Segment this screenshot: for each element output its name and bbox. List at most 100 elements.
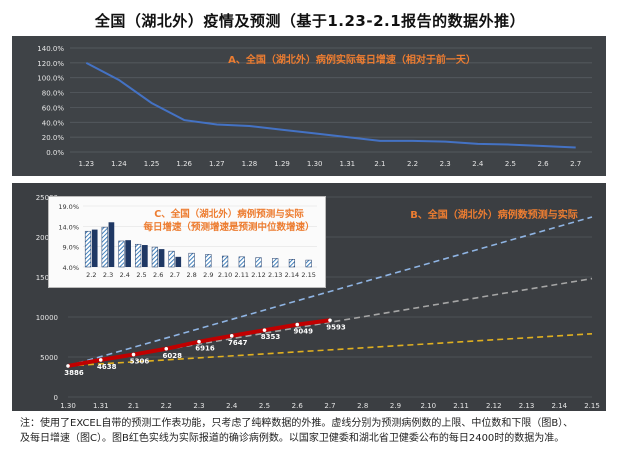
chart-b-actual-point xyxy=(98,358,103,362)
chart-c-forecast-bar xyxy=(101,226,108,268)
chart-b-actual-point xyxy=(229,334,234,338)
chart-b-xtick: 2.13 xyxy=(519,402,535,410)
page-title: 全国（湖北外）疫情及预测（基于1.23-2.1报告的数据外推） xyxy=(94,12,526,30)
chart-c-actual-bar xyxy=(108,222,115,267)
chart-c-xtick: 2.4 xyxy=(120,271,130,279)
chart-a-ytick: 40.0% xyxy=(42,119,65,127)
chart-c-xtick: 2.8 xyxy=(186,271,196,279)
chart-c-actual-bar xyxy=(175,256,182,267)
chart-c-xtick: 2.7 xyxy=(170,271,180,279)
chart-b-actual-point xyxy=(262,328,267,332)
chart-a-ytick: 100.0% xyxy=(37,75,64,83)
chart-a-xtick: 1.23 xyxy=(79,160,95,168)
chart-c-svg: 4.0% 9.0% 14.0% 19.0% 2.2 2.3 2.4 2.5 2.6 2.7 2.8 2… xyxy=(58,203,317,279)
chart-b-actual-point xyxy=(164,346,169,351)
footnote-line-1: 注：使用了EXCEL自带的预测工作表功能，只考虑了纯粹数据的外推。虚线分别为预测… xyxy=(20,418,574,429)
chart-a-ytick: 60.0% xyxy=(42,104,65,112)
chart-c-forecast-bar xyxy=(151,246,158,268)
chart-b-xtick: 2.9 xyxy=(390,402,401,410)
chart-b-data-label: 6028 xyxy=(163,352,183,360)
chart-c-actual-bar xyxy=(158,249,165,267)
chart-a-ytick: 0.0% xyxy=(46,149,64,157)
chart-c-forecast-bar xyxy=(188,252,195,268)
chart-b-data-label: 5306 xyxy=(130,358,150,366)
footnote: 注：使用了EXCEL自带的预测工作表功能，只考虑了纯粹数据的外推。虚线分别为预测… xyxy=(20,416,610,446)
chart-c-actual-bar xyxy=(142,245,148,267)
chart-b-data-label: 4638 xyxy=(97,363,117,371)
chart-a-ytick: 20.0% xyxy=(42,134,65,142)
chart-a-svg: 0.0% 20.0% 40.0% 60.0% 80.0% 100.0% 120.0% 140.… xyxy=(37,45,592,168)
chart-c-forecast-bar xyxy=(118,240,125,268)
chart-c-forecast-bar xyxy=(288,259,296,268)
chart-b-ytick: 15000 xyxy=(36,274,58,282)
chart-b-xtick: 2.3 xyxy=(193,402,204,410)
chart-c-forecast-bar xyxy=(255,257,262,268)
chart-b-ytick: 10000 xyxy=(36,314,58,322)
chart-a-xtick: 1.24 xyxy=(111,160,127,168)
chart-b-xtick: 2.10 xyxy=(420,402,436,410)
chart-b-xtick: 2.15 xyxy=(584,402,600,410)
chart-a-xtick: 1.30 xyxy=(307,160,323,168)
chart-b-actual-point xyxy=(328,318,332,323)
chart-a-ytick: 80.0% xyxy=(42,90,65,98)
chart-c-ytick: 4.0% xyxy=(62,264,79,272)
chart-b-xtick: 1.30 xyxy=(60,402,76,410)
chart-a-xtick: 2.1 xyxy=(374,160,385,168)
chart-c-actual-bar xyxy=(91,229,98,267)
chart-a-xtick: 1.28 xyxy=(242,160,258,168)
chart-b-xtick: 2.5 xyxy=(259,402,270,410)
chart-c-forecast-bar xyxy=(272,258,279,268)
chart-a-xtick: 2.2 xyxy=(407,160,418,168)
chart-c-forecast-bar xyxy=(135,243,142,268)
chart-b-actual-point xyxy=(295,322,300,327)
chart-b-data-label: 7647 xyxy=(228,339,248,347)
chart-b-ytick: 0 xyxy=(54,394,58,402)
chart-b-data-label: 8353 xyxy=(261,333,281,341)
chart-c-forecast-bar xyxy=(205,254,212,268)
chart-b-data-label: 6916 xyxy=(195,345,215,353)
chart-c-xtick: 2.3 xyxy=(103,271,113,279)
chart-b-data-label: 9049 xyxy=(294,328,314,336)
chart-c-forecast-bar xyxy=(168,250,175,268)
chart-c-title-line2: 每日增速（预测增速是预测中位数增速） xyxy=(143,221,314,233)
chart-b-upper-forecast-line xyxy=(67,216,593,367)
chart-b-svg: 0 5000 10000 15000 20000 25000 1.30 1.31 2.1 2.2 2… xyxy=(36,194,600,410)
chart-b-actual-point xyxy=(131,352,136,357)
chart-b-xtick: 2.2 xyxy=(161,402,172,410)
chart-b-title: B、全国（湖北外）病例数预测与实际 xyxy=(410,208,578,221)
chart-b-xtick: 2.14 xyxy=(551,402,567,410)
chart-a-xtick: 1.27 xyxy=(209,160,225,168)
chart-a-xtick: 1.25 xyxy=(144,160,160,168)
chart-c-xtick: 2.9 xyxy=(203,271,213,279)
footnote-line-2: 及每日增速（图C）。图B红色实线为实际报道的确诊病例数。以国家卫健委和湖北省卫健… xyxy=(20,433,565,444)
chart-b-xtick: 2.6 xyxy=(292,402,304,410)
chart-b-data-label: 9593 xyxy=(326,323,346,331)
chart-a-xtick: 2.5 xyxy=(505,160,516,168)
chart-b-ytick: 20000 xyxy=(36,234,58,242)
chart-a-panel: 0.0% 20.0% 40.0% 60.0% 80.0% 100.0% 120.0% 140.… xyxy=(12,36,606,176)
chart-b-actual-point xyxy=(197,339,201,344)
chart-c-xtick: 2.6 xyxy=(153,271,163,279)
chart-b-xtick: 2.7 xyxy=(324,402,335,410)
chart-b-xtick: 2.11 xyxy=(453,402,469,410)
chart-c-forecast-bar xyxy=(221,255,229,268)
chart-a-ytick: 140.0% xyxy=(37,45,64,53)
chart-c-title-line1: C、全国（湖北外）病例预测与实际 xyxy=(154,208,304,220)
chart-b-xtick: 2.12 xyxy=(486,402,502,410)
chart-a-title: A、全国（湖北外）病例实际每日增速（相对于前一天） xyxy=(228,53,476,66)
chart-a-series-line xyxy=(85,61,576,149)
chart-c-ytick: 19.0% xyxy=(58,203,79,211)
chart-a-xtick: 2.3 xyxy=(440,160,451,168)
chart-b-xtick: 2.4 xyxy=(226,402,238,410)
chart-a-xtick: 1.31 xyxy=(340,160,356,168)
chart-c-xtick: 2.5 xyxy=(136,271,146,279)
chart-b-xtick: 1.31 xyxy=(93,402,109,410)
chart-c-ytick: 14.0% xyxy=(58,223,79,231)
chart-b-lower-forecast-line xyxy=(67,333,593,367)
chart-b-xtick: 2.8 xyxy=(357,402,368,410)
chart-a-xtick: 1.26 xyxy=(176,160,192,168)
chart-a-xtick: 2.7 xyxy=(570,160,581,168)
chart-b-data-label: 3886 xyxy=(64,369,84,377)
chart-c-xtick: 2.11 xyxy=(235,271,249,279)
chart-c-xtick: 2.14 xyxy=(285,271,299,279)
